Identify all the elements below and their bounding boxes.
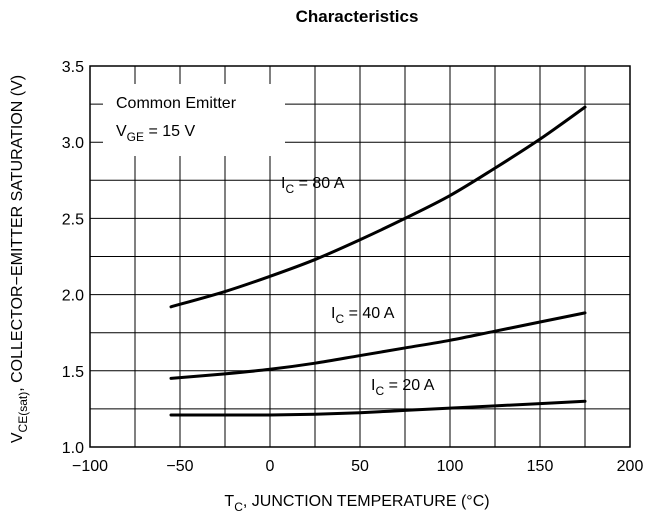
series-label: IC = 40 A [331, 305, 395, 326]
y-tick-label: 1.0 [62, 440, 84, 457]
x-axis-label-main: T [224, 493, 234, 510]
legend-line-2-main: V [116, 123, 127, 140]
y-tick-label: 3.5 [62, 59, 84, 76]
legend-line-2: VGE = 15 V [116, 123, 195, 144]
legend-line-2-rest: = 15 V [144, 123, 195, 140]
series-line [169, 399, 587, 417]
x-tick-label: 0 [266, 458, 275, 475]
plot-frame [89, 65, 631, 448]
series-label: IC = 20 A [371, 377, 435, 398]
grid [90, 66, 630, 447]
y-tick-label: 2.5 [62, 211, 84, 228]
series-label-main: I [331, 305, 335, 322]
y-tick-label: 1.5 [62, 364, 84, 381]
x-axis-label: TC, JUNCTION TEMPERATURE (°C) [224, 493, 489, 514]
curves [169, 105, 587, 417]
series-line [169, 105, 587, 309]
x-tick-label: 200 [617, 458, 644, 475]
x-tick-label: −50 [166, 458, 193, 475]
series-labels: IC = 80 AIC = 40 AIC = 20 A [281, 175, 435, 398]
y-axis-label: VCE(sat), COLLECTOR−EMITTER SATURATION (… [9, 75, 30, 443]
series-label: IC = 80 A [281, 175, 345, 196]
chart-title: Characteristics [296, 7, 419, 26]
x-tick-label: 100 [437, 458, 464, 475]
y-axis-label-rest: , COLLECTOR−EMITTER SATURATION (V) [9, 75, 26, 392]
y-tick-label: 2.0 [62, 288, 84, 305]
series-label-sub: C [285, 182, 294, 196]
y-axis-label-main: V [9, 432, 26, 443]
y-axis-label-sub: CE(sat) [16, 392, 30, 433]
series-label-rest: = 80 A [294, 175, 345, 192]
x-tick-label: −100 [72, 458, 108, 475]
series-label-rest: = 40 A [344, 305, 395, 322]
series-label-sub: C [335, 312, 344, 326]
series-label-main: I [281, 175, 285, 192]
series-line [169, 311, 587, 380]
x-axis-label-sub: C [234, 500, 243, 514]
x-tick-label: 150 [527, 458, 554, 475]
x-axis-label-rest: , JUNCTION TEMPERATURE (°C) [243, 493, 490, 510]
legend-background [103, 84, 285, 156]
series-label-sub: C [375, 384, 384, 398]
legend-box: Common Emitter VGE = 15 V [103, 84, 285, 156]
series-label-rest: = 20 A [384, 377, 435, 394]
y-tick-label: 3.0 [62, 135, 84, 152]
tick-labels: −100 −50 0 50 100 150 200 1.0 1.5 2.0 2.5 3.0 3.5 [62, 59, 644, 475]
legend-line-2-sub: GE [127, 130, 144, 144]
legend-line-1: Common Emitter [116, 95, 237, 112]
series-label-main: I [371, 377, 375, 394]
x-tick-label: 50 [351, 458, 369, 475]
